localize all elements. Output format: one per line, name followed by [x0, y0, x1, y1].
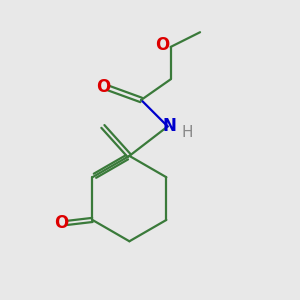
Text: O: O [96, 78, 111, 96]
Text: N: N [162, 117, 176, 135]
Text: O: O [155, 37, 169, 55]
Text: O: O [54, 214, 68, 232]
Text: H: H [181, 125, 193, 140]
